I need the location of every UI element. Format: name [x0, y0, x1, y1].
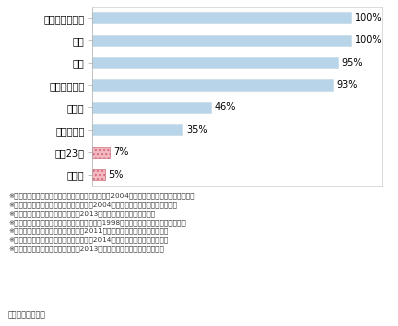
- Text: 100%: 100%: [355, 35, 382, 45]
- Bar: [92, 12, 351, 23]
- Text: ※１　ロンドン、パリは海外電力調査会調べによる2004年の状況（ケーブル延長ベース）
※２　香港は国際建設技術協会調べによる2004年の状況（ケーブル延長ベース: ※１ ロンドン、パリは海外電力調査会調べによる2004年の状況（ケーブル延長ベー…: [8, 192, 195, 252]
- Bar: [92, 147, 110, 158]
- Bar: [92, 35, 351, 46]
- Text: 35%: 35%: [186, 125, 208, 135]
- Text: 資料）国土交通省: 資料）国土交通省: [8, 310, 46, 319]
- Bar: [92, 124, 182, 135]
- Text: 93%: 93%: [337, 80, 358, 90]
- Bar: [92, 169, 105, 180]
- Text: 5%: 5%: [108, 170, 124, 180]
- Bar: [92, 79, 333, 91]
- Text: 7%: 7%: [113, 147, 129, 157]
- Text: 95%: 95%: [342, 58, 363, 67]
- Text: 46%: 46%: [215, 102, 236, 112]
- Text: 100%: 100%: [355, 13, 382, 23]
- Bar: [92, 57, 338, 68]
- Bar: [92, 102, 211, 113]
